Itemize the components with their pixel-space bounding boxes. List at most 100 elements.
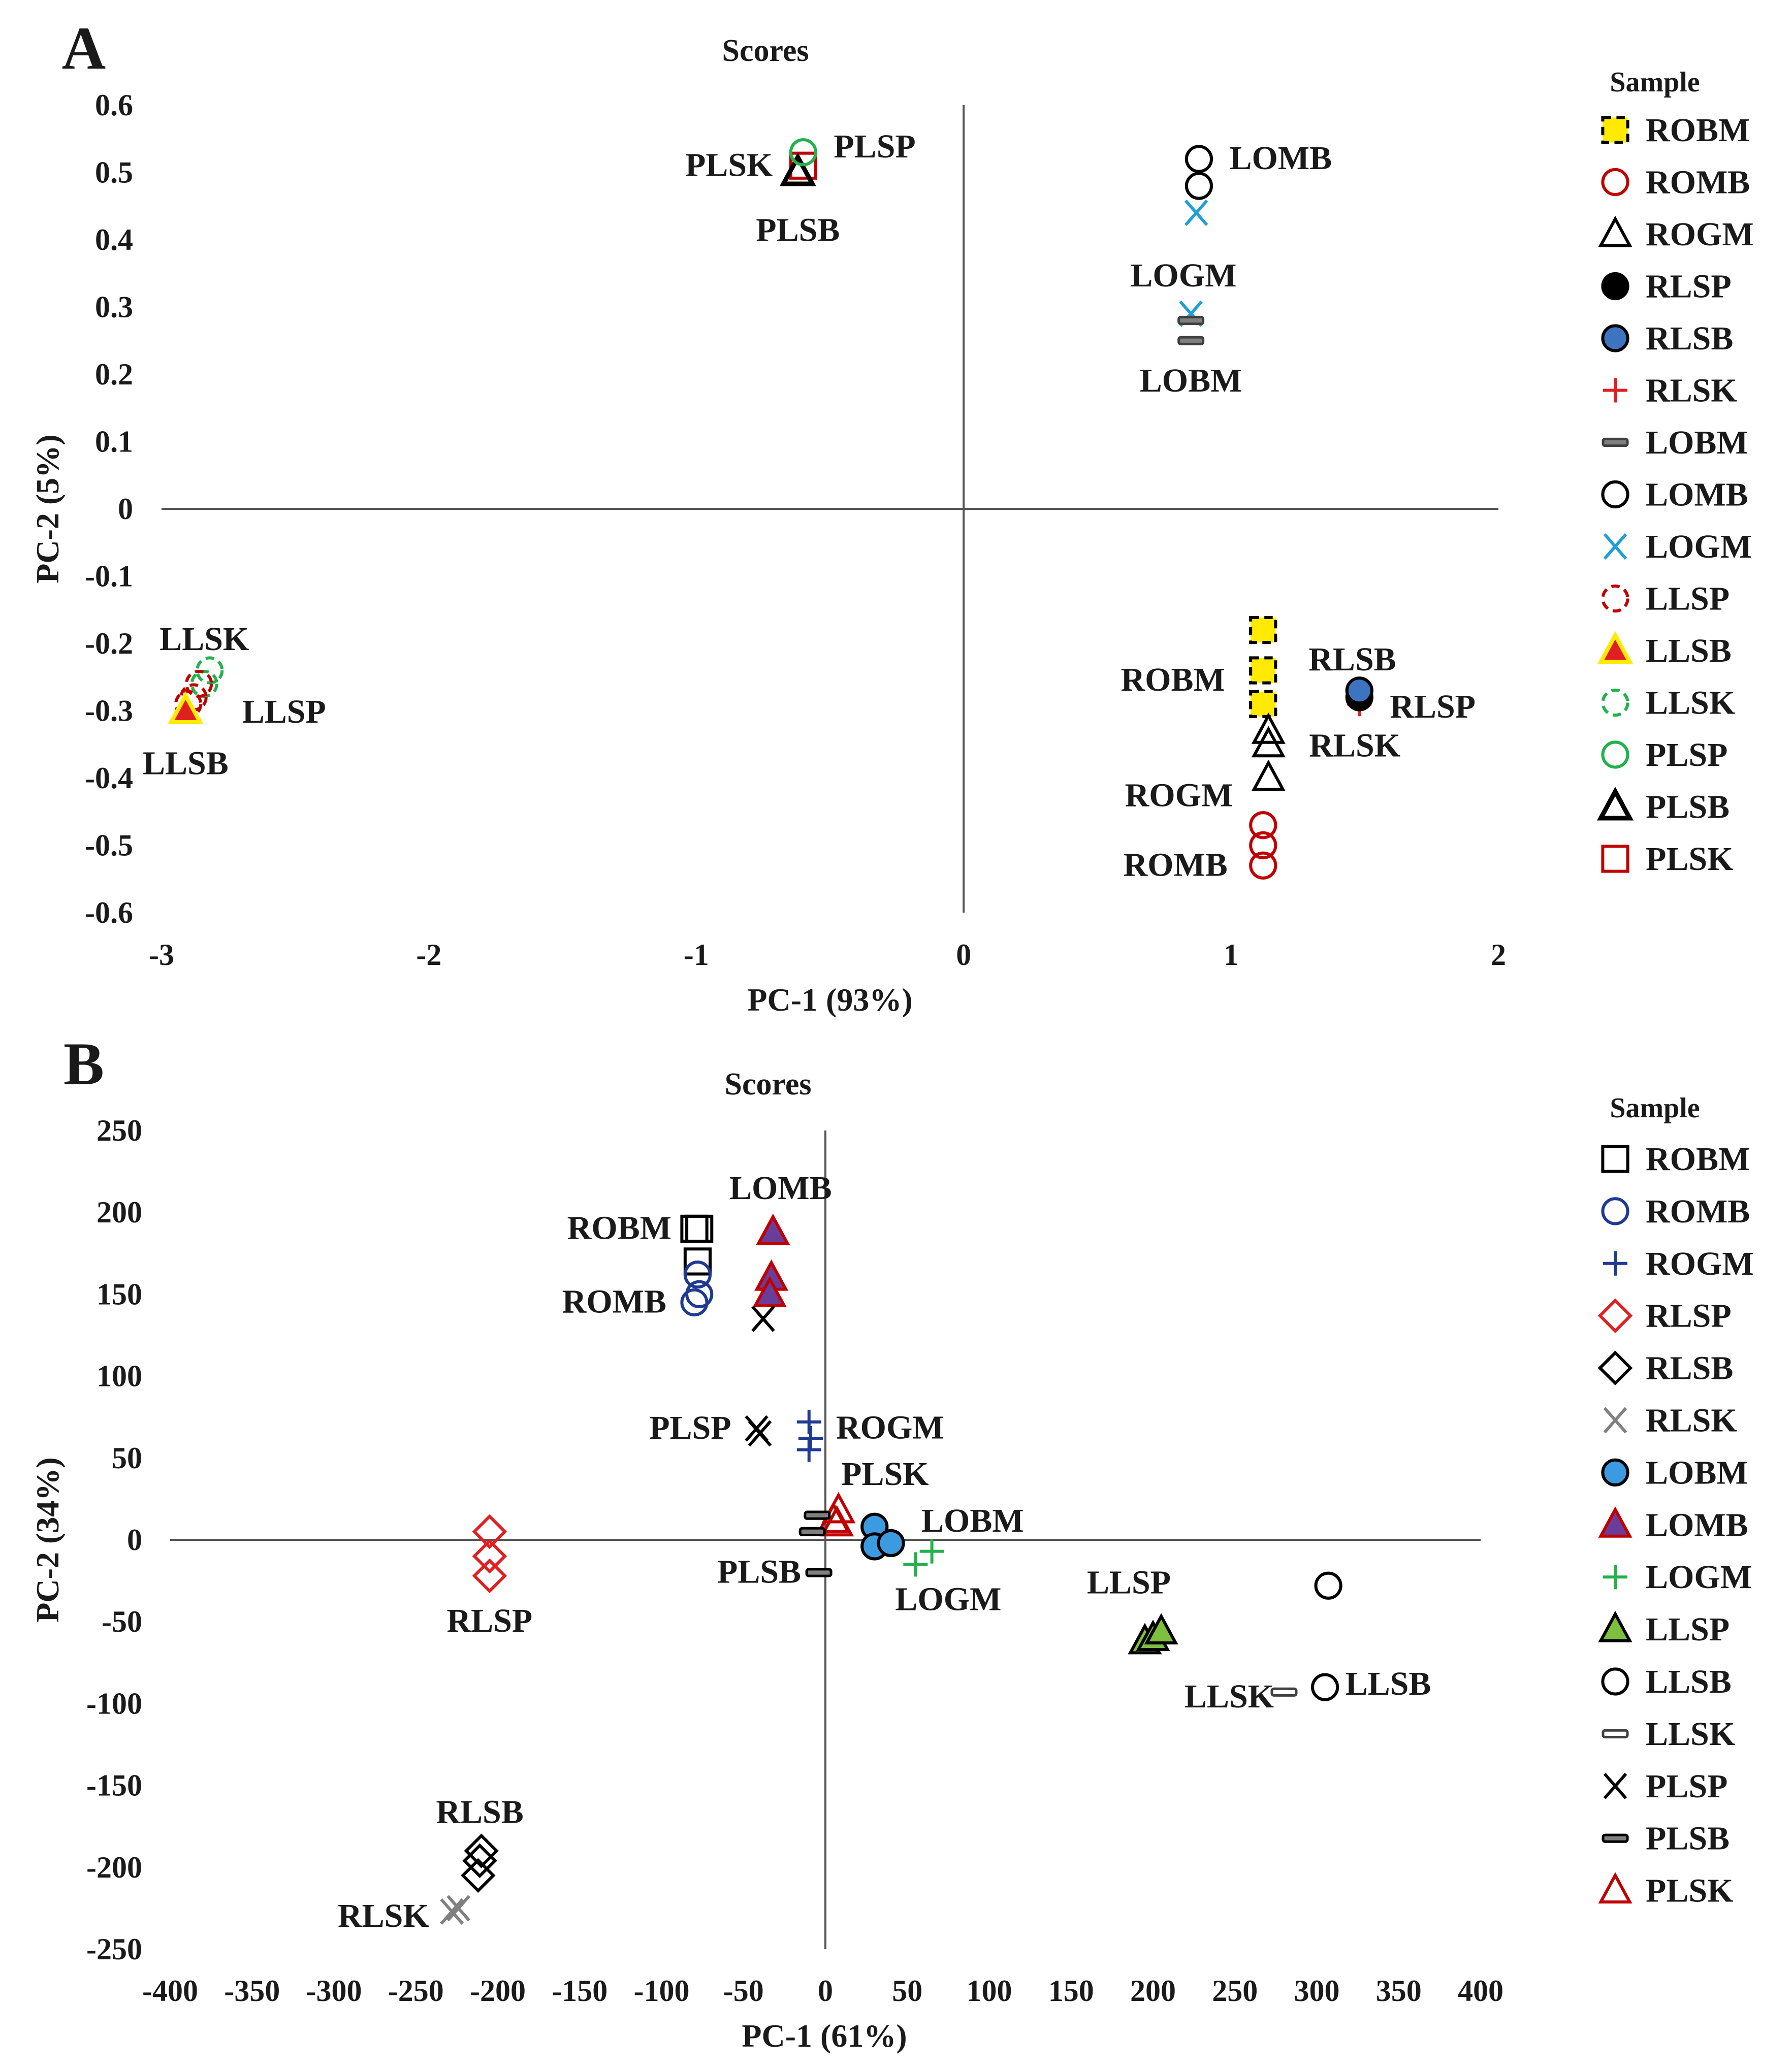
- legend-marker-lomb: [1598, 1506, 1633, 1538]
- x-tick-label: -3: [149, 938, 174, 972]
- y-tick-label: -0.5: [85, 829, 133, 862]
- point-label: PLSP: [649, 1409, 731, 1446]
- legend-label: LOBM: [1646, 424, 1748, 461]
- y-tick-label: 250: [97, 1114, 142, 1147]
- x-tick-label: -300: [306, 1974, 362, 2008]
- point-label: LLSP: [242, 693, 326, 730]
- legend-label: RLSB: [1646, 320, 1733, 357]
- data-point-romb: [680, 1288, 709, 1317]
- data-point-lomb: [1185, 145, 1213, 173]
- legend-label: LOBM: [1646, 1454, 1748, 1491]
- legend-marker-lobm: [1602, 437, 1629, 447]
- x-axis-label: PC-1 (93%): [747, 982, 912, 1018]
- x-tick-label: 200: [1130, 1974, 1176, 2008]
- legend-label: RLSK: [1646, 1402, 1737, 1439]
- point-label: LLSB: [1346, 1665, 1431, 1702]
- y-tick-label: 0.4: [95, 223, 133, 256]
- panel-letter: B: [63, 1030, 104, 1097]
- legend-label: PLSP: [1646, 736, 1727, 773]
- legend: Sample ROBM ROMB ROGM RLSP RLSB RLSK LOBM LOMB LO…: [1597, 1092, 1754, 1910]
- y-tick-label: -0.6: [85, 896, 133, 929]
- point-label: LLSK: [1185, 1678, 1274, 1715]
- legend-label: PLSP: [1646, 1768, 1727, 1805]
- x-tick-label: -150: [552, 1974, 607, 2008]
- point-label: LLSB: [143, 745, 229, 782]
- point-label: ROMB: [562, 1283, 666, 1320]
- data-point-rlsp: [472, 1538, 507, 1574]
- legend-marker-llsk: [1601, 688, 1629, 717]
- x-tick-label: -2: [416, 938, 441, 972]
- legend-marker-plsk: [1598, 1872, 1633, 1904]
- legend-marker-romb: [1601, 168, 1629, 197]
- point-label: RLSP: [1390, 688, 1476, 725]
- point-label: ROMB: [1123, 847, 1227, 884]
- data-point-llsb: [168, 691, 204, 724]
- legend-marker-rogm: [1598, 215, 1633, 247]
- point-label: RLSK: [338, 1897, 429, 1934]
- data-point-lomb: [756, 1213, 790, 1245]
- data-point-robm: [683, 1247, 712, 1276]
- legend-label: LOMB: [1646, 476, 1748, 513]
- y-tick-label: -200: [86, 1851, 142, 1884]
- legend-marker-llsb: [1597, 631, 1634, 664]
- legend-marker-rlsb: [1597, 1350, 1633, 1385]
- data-point-lobm: [877, 1529, 905, 1558]
- data-point-rlsb: [1345, 676, 1373, 705]
- legend-marker-rlsb: [1601, 324, 1629, 352]
- legend-label: LLSP: [1646, 1611, 1730, 1648]
- legend: Sample ROBM ROMB ROGM RLSP RLSB RLSK LOBM LOMB LO…: [1596, 67, 1754, 878]
- point-label: PLSB: [717, 1553, 801, 1590]
- x-tick-label: 100: [967, 1974, 1012, 2008]
- legend-marker-plsb: [1602, 1833, 1629, 1843]
- x-tick-label: -200: [470, 1974, 526, 2008]
- x-tick-label: 50: [892, 1974, 922, 2008]
- legend-marker-logm: [1603, 1565, 1627, 1590]
- y-axis-label: PC-2 (34%): [29, 1457, 66, 1622]
- y-tick-label: -250: [86, 1932, 142, 1966]
- data-point-robm: [685, 1214, 714, 1243]
- point-label: LOGM: [1130, 257, 1236, 294]
- legend-label: PLSB: [1646, 789, 1730, 826]
- y-tick-label: -150: [86, 1769, 142, 1802]
- data-point-plsb: [779, 152, 816, 186]
- data-point-plsb: [804, 1510, 831, 1520]
- x-tick-label: -1: [684, 938, 709, 972]
- point-label: LOGM: [895, 1580, 1001, 1618]
- data-point-rlsk: [446, 1895, 470, 1922]
- point-label: ROGM: [836, 1409, 944, 1446]
- y-tick-label: -0.1: [85, 560, 133, 593]
- data-point-rogm: [796, 1409, 821, 1434]
- legend-label: PLSK: [1646, 1872, 1733, 1910]
- data-point-plsp: [748, 1420, 772, 1447]
- data-point-robm: [1249, 656, 1277, 685]
- y-tick-label: 200: [97, 1195, 142, 1229]
- y-tick-label: 100: [97, 1360, 142, 1393]
- x-tick-label: 350: [1376, 1974, 1422, 2008]
- data-point-llsb: [1311, 1673, 1339, 1701]
- point-label: PLSB: [756, 212, 840, 249]
- y-tick-label: 0.6: [95, 88, 133, 122]
- point-label: RLSK: [1309, 727, 1400, 764]
- point-label: ROGM: [1125, 777, 1233, 814]
- x-tick-label: 2: [1491, 938, 1506, 972]
- data-point-llsk: [196, 656, 224, 685]
- data-point-llsk: [1270, 1687, 1298, 1697]
- x-tick-label: -50: [723, 1974, 764, 2008]
- data-point-rlsp: [472, 1558, 507, 1594]
- legend-label: LOGM: [1646, 528, 1752, 565]
- legend-marker-plsk: [1601, 845, 1629, 873]
- legend-label: LLSB: [1646, 1663, 1732, 1700]
- y-tick-label: -0.4: [85, 761, 133, 795]
- data-point-rogm: [796, 1437, 821, 1462]
- data-point-plsk: [820, 1505, 854, 1537]
- y-tick-label: 50: [112, 1441, 142, 1475]
- x-tick-label: 1: [1224, 938, 1239, 972]
- data-point-rogm: [1251, 759, 1286, 791]
- y-tick-label: 0.5: [95, 156, 133, 189]
- legend-label: LLSK: [1646, 1716, 1735, 1753]
- y-tick-label: 0: [118, 492, 133, 526]
- legend-marker-romb: [1601, 1197, 1629, 1225]
- data-point-robm: [1249, 616, 1277, 644]
- data-point-lobm: [1177, 315, 1205, 326]
- legend-marker-plsb: [1596, 787, 1634, 821]
